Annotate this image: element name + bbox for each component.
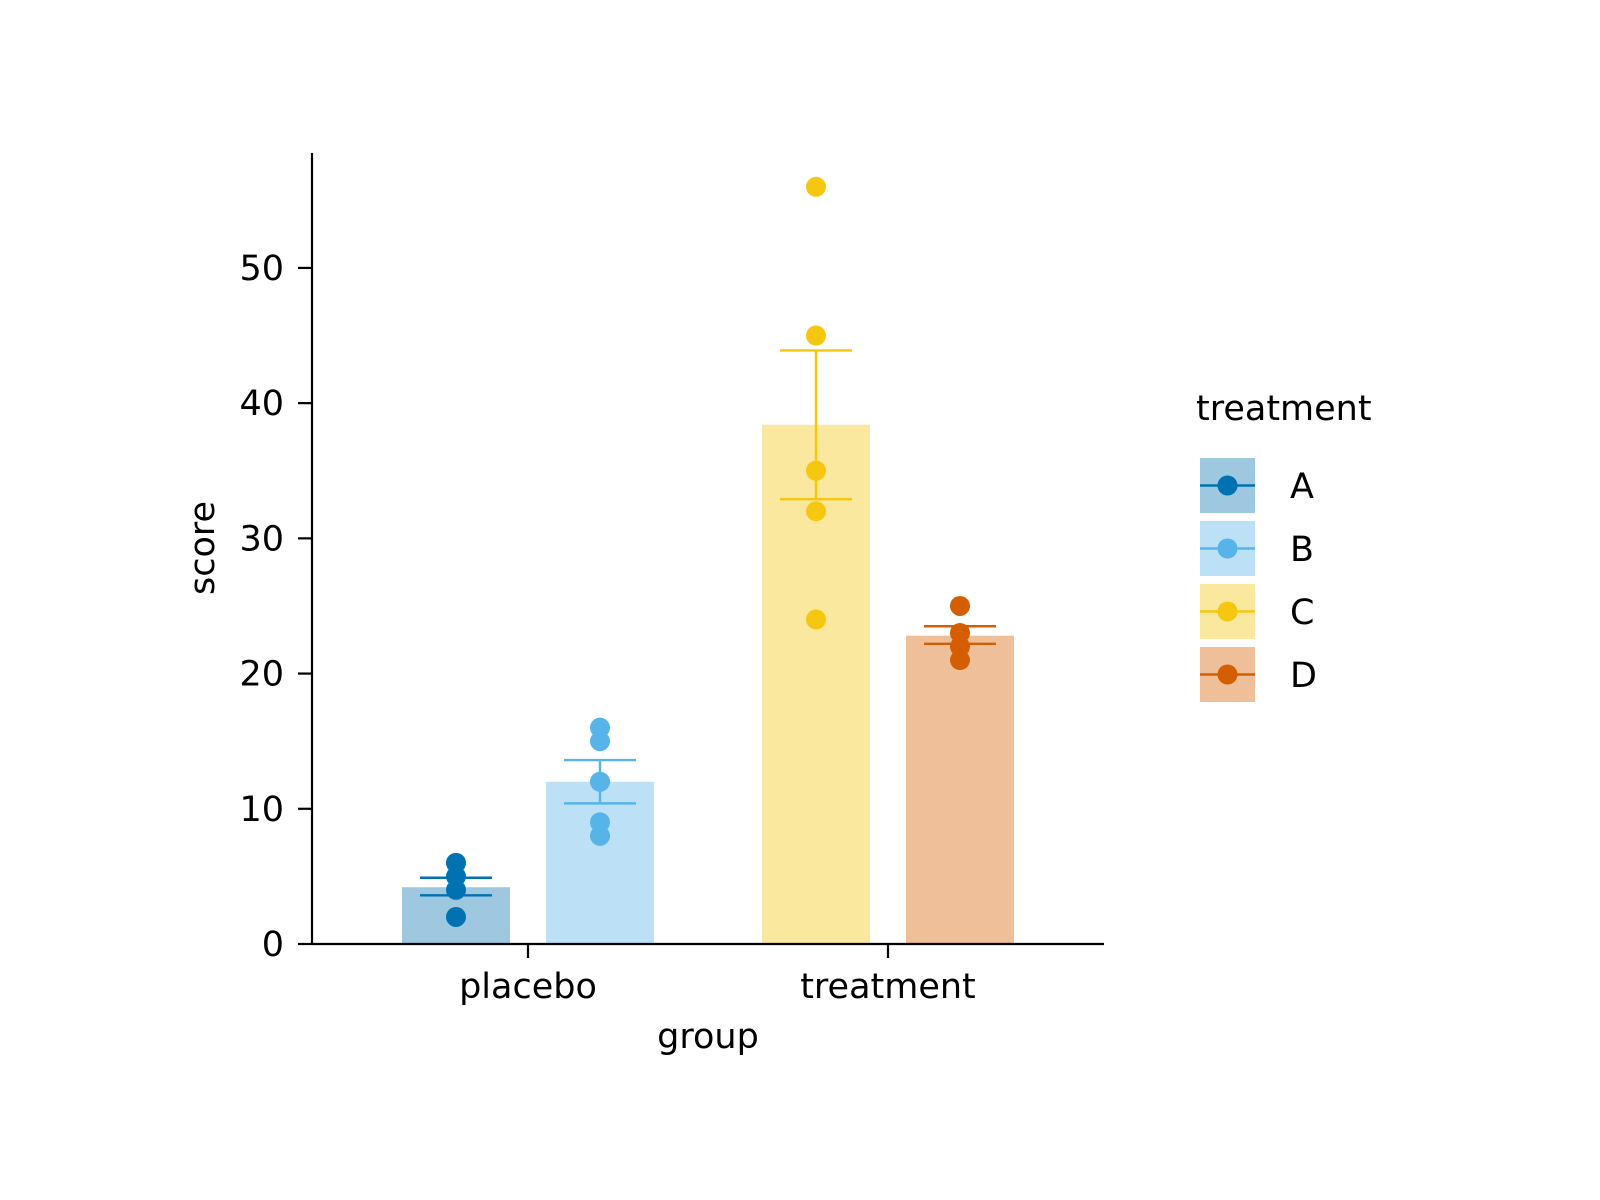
legend-label: C bbox=[1290, 593, 1314, 633]
y-tick-label: 10 bbox=[239, 790, 284, 830]
y-tick-label: 20 bbox=[239, 655, 284, 695]
legend-item-A: A bbox=[1200, 458, 1314, 513]
legend-label: A bbox=[1290, 467, 1314, 507]
data-point-B bbox=[590, 812, 610, 833]
legend-marker bbox=[1217, 664, 1238, 685]
y-tick-label: 30 bbox=[239, 519, 284, 559]
legend-title: treatment bbox=[1196, 389, 1372, 429]
y-tick-label: 40 bbox=[239, 384, 284, 424]
data-point-C bbox=[806, 176, 826, 197]
y-ticks: 0 10 20 30 40 50 bbox=[239, 249, 312, 965]
data-point-C bbox=[806, 609, 826, 630]
x-ticks: placebo treatment bbox=[459, 944, 976, 1007]
legend-marker bbox=[1217, 538, 1238, 559]
legend-label: D bbox=[1290, 656, 1317, 696]
data-point-C bbox=[806, 460, 826, 481]
legend-item-B: B bbox=[1200, 521, 1314, 576]
y-tick-label: 50 bbox=[239, 249, 284, 289]
x-tick-label: placebo bbox=[459, 967, 597, 1007]
data-point-C bbox=[806, 501, 826, 522]
data-point-B bbox=[590, 771, 610, 792]
data-point-B bbox=[590, 717, 610, 738]
y-axis-title: score bbox=[183, 501, 223, 595]
axes: 0 10 20 30 40 50 placebo treatment bbox=[239, 153, 1104, 1007]
bar-D bbox=[906, 635, 1014, 944]
legend-label: B bbox=[1290, 530, 1314, 570]
x-tick-label: treatment bbox=[800, 967, 976, 1007]
legend-item-C: C bbox=[1200, 584, 1314, 639]
bars-layer bbox=[402, 424, 1014, 944]
data-point-A bbox=[446, 852, 466, 873]
legend-item-D: D bbox=[1200, 647, 1317, 702]
x-axis-title: group bbox=[657, 1017, 759, 1057]
data-point-D bbox=[950, 595, 970, 616]
data-point-A bbox=[446, 906, 466, 927]
data-point-D bbox=[950, 623, 970, 644]
points-layer bbox=[446, 176, 970, 927]
y-tick-label: 0 bbox=[262, 925, 284, 965]
legend-marker bbox=[1217, 601, 1238, 622]
legend-marker bbox=[1217, 475, 1238, 496]
data-point-C bbox=[806, 325, 826, 346]
bar-B bbox=[546, 781, 654, 944]
